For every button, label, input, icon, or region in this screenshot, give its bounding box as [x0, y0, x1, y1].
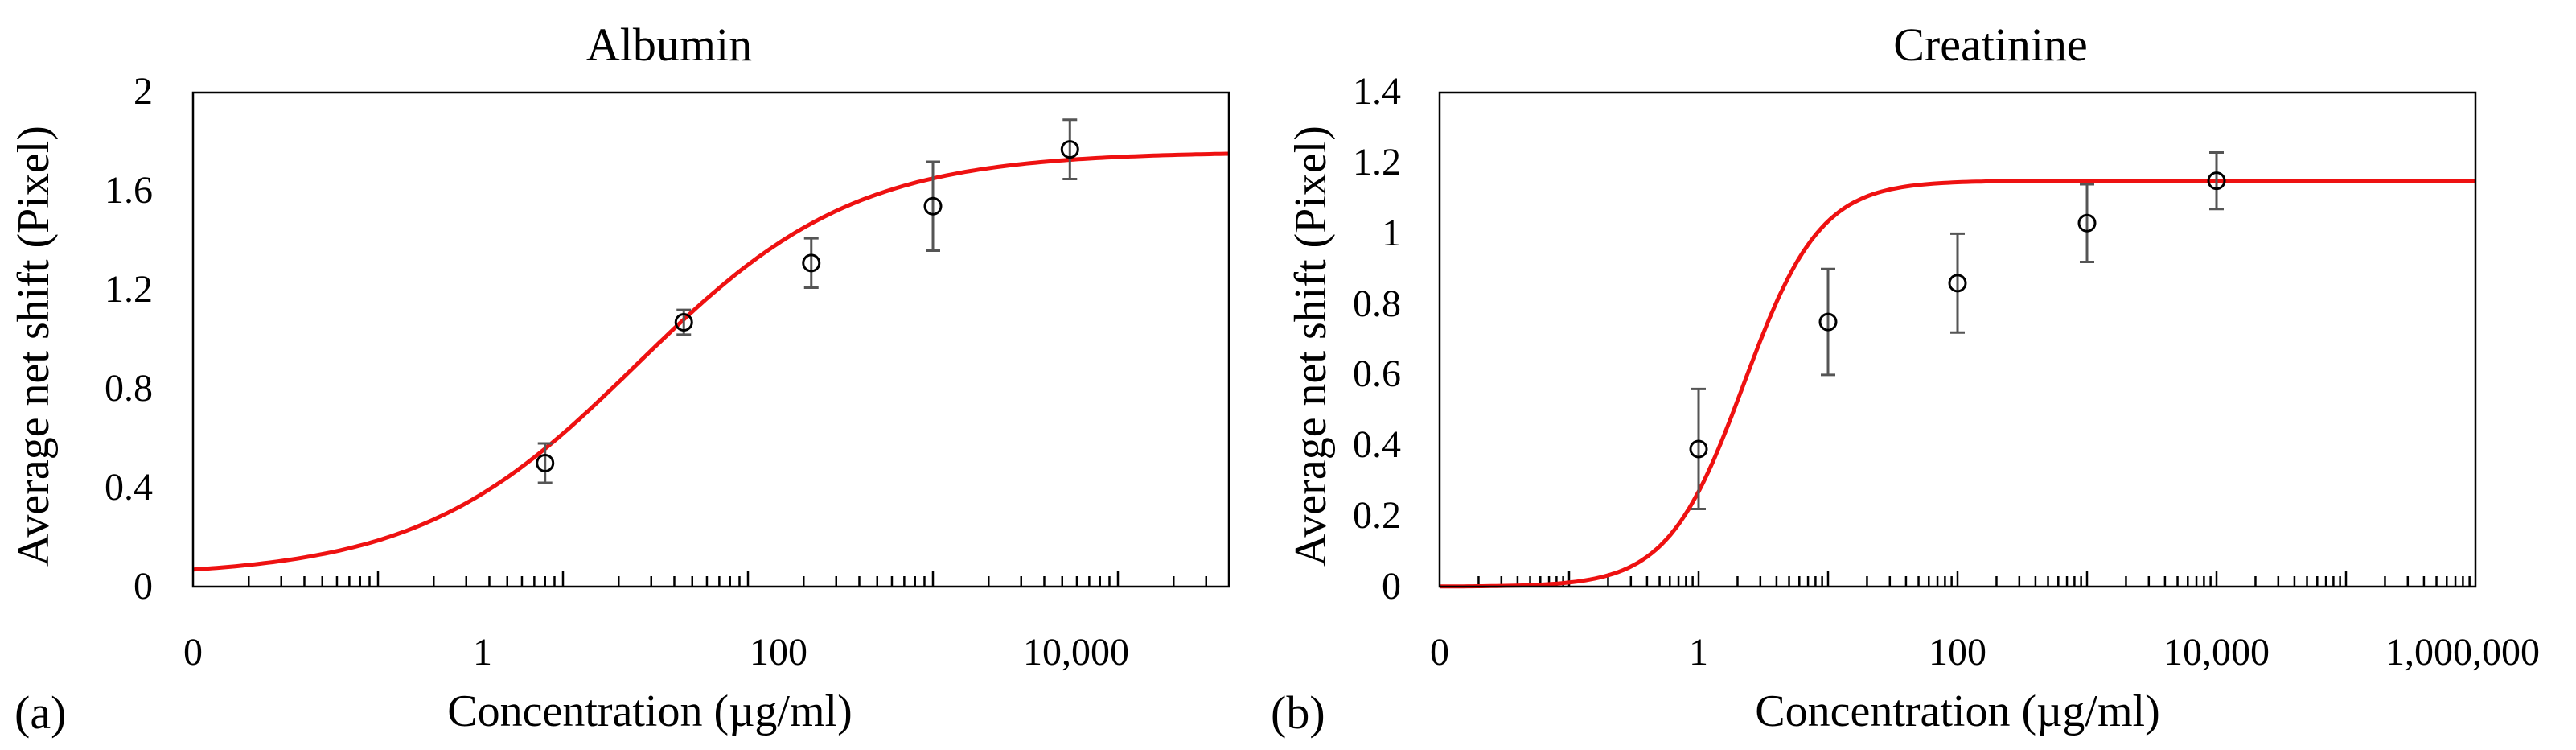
fit-curve — [192, 151, 1230, 572]
y-axis-label: Average net shift (Pixel) — [1286, 126, 1336, 567]
y-tick-label: 0.4 — [105, 466, 153, 509]
x-tick-label: 10,000 — [1023, 631, 1129, 674]
x-minor-ticks — [247, 571, 1207, 587]
data-point-group — [923, 160, 943, 252]
data-point-group — [536, 442, 555, 484]
data-point-group — [1948, 232, 1967, 334]
panel-label: (b) — [1271, 686, 1325, 739]
y-tick-label: 1 — [1382, 212, 1401, 254]
y-tick-label: 0.2 — [1353, 494, 1401, 537]
data-point-group — [2207, 151, 2226, 211]
y-tick-label: 0.6 — [1353, 352, 1401, 395]
data-point — [923, 196, 943, 216]
data-point — [1689, 439, 1708, 459]
data-point-group — [802, 237, 821, 290]
fit-curve — [1440, 179, 2475, 589]
y-tick-label: 1.4 — [1353, 70, 1401, 113]
x-tick-label: 10,000 — [2163, 631, 2270, 674]
data-points — [536, 118, 1079, 484]
data-point-group — [1689, 387, 1708, 511]
data-point-group — [2077, 183, 2097, 264]
data-points — [1689, 151, 2226, 511]
data-point — [802, 253, 821, 273]
x-tick-label: 0 — [183, 631, 203, 674]
y-tick-label: 0.8 — [1353, 282, 1401, 325]
x-axis-label: Concentration (µg/ml) — [447, 686, 852, 736]
x-tick-labels: 0 1 100 10,000 1,000,000 — [1430, 631, 2540, 674]
x-tick-label: 100 — [1929, 631, 1986, 674]
data-point — [1818, 312, 1838, 332]
plot-frame — [1438, 91, 2477, 588]
y-tick-labels: 0 0.2 0.4 0.6 0.8 1 1.2 1.4 — [1353, 70, 1401, 608]
x-tick-labels: 0 1 100 10,000 — [183, 631, 1129, 674]
panel-creatinine: Creatinine Average net shift (Pixel) 0 0… — [1271, 19, 2540, 739]
y-tick-label: 1.6 — [105, 169, 153, 212]
y-tick-label: 1.2 — [1353, 141, 1401, 183]
y-tick-label: 1.2 — [105, 268, 153, 311]
x-tick-label: 1,000,000 — [2385, 631, 2540, 674]
y-tick-label: 0.8 — [105, 367, 153, 410]
x-tick-label: 100 — [750, 631, 807, 674]
y-axis-label: Average net shift (Pixel) — [9, 126, 59, 567]
y-tick-label: 0 — [1382, 565, 1401, 608]
y-tick-label: 2 — [134, 70, 153, 113]
x-tick-label: 0 — [1430, 631, 1449, 674]
chart-title: Albumin — [586, 19, 752, 71]
data-point — [1060, 140, 1079, 159]
chart-title: Creatinine — [1893, 19, 2088, 71]
data-point — [2077, 213, 2097, 233]
y-tick-labels: 0 0.4 0.8 1.2 1.6 2 — [105, 70, 153, 608]
data-point-group — [1818, 267, 1838, 377]
y-tick-label: 0 — [134, 565, 153, 608]
plot-frame — [191, 91, 1230, 588]
data-point — [1948, 274, 1967, 293]
panel-label: (a) — [14, 686, 66, 739]
x-tick-label: 1 — [1689, 631, 1708, 674]
x-axis-label: Concentration (µg/ml) — [1755, 686, 2159, 736]
panel-albumin: Albumin Average net shift (Pixel) 0 0.4 … — [9, 19, 1230, 739]
x-minor-ticks — [1477, 571, 2471, 587]
data-point — [2207, 171, 2226, 191]
data-point — [536, 454, 555, 472]
data-point-group — [1060, 118, 1079, 180]
x-tick-label: 1 — [473, 631, 492, 674]
y-tick-label: 0.4 — [1353, 423, 1401, 466]
data-point — [674, 313, 693, 332]
data-point-group — [674, 308, 693, 336]
